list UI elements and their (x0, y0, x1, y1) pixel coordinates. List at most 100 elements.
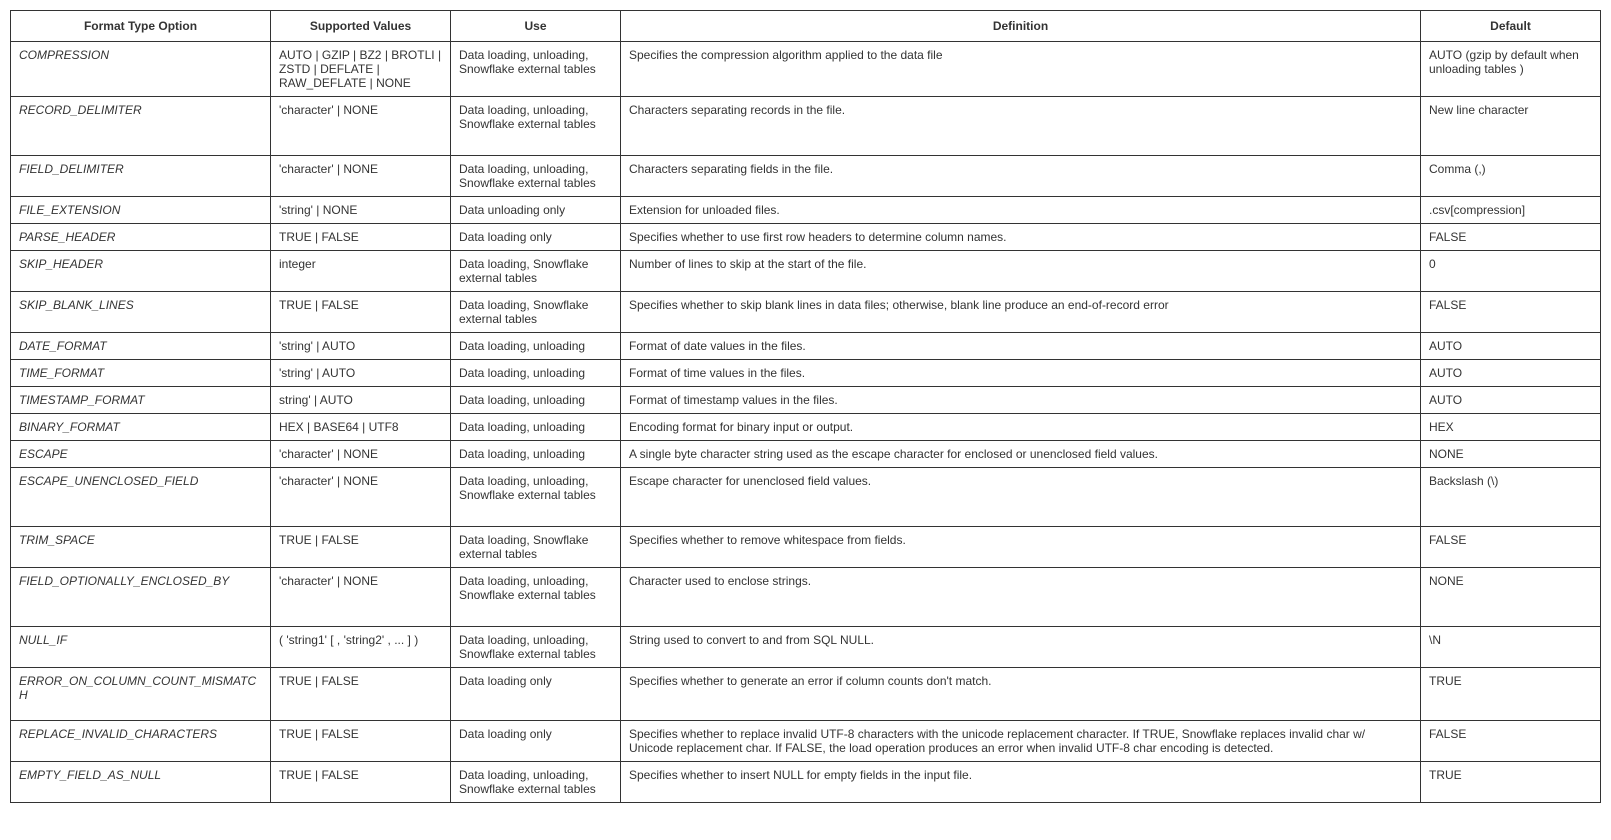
cell-option: FIELD_DELIMITER (11, 156, 271, 197)
cell-definition: Characters separating fields in the file… (621, 156, 1421, 197)
cell-option: EMPTY_FIELD_AS_NULL (11, 762, 271, 803)
cell-option: NULL_IF (11, 627, 271, 668)
cell-use: Data loading, unloading, Snowflake exter… (451, 568, 621, 627)
cell-values: TRUE | FALSE (271, 527, 451, 568)
cell-definition: Escape character for unenclosed field va… (621, 468, 1421, 527)
cell-default: TRUE (1421, 762, 1601, 803)
cell-definition: Specifies whether to insert NULL for emp… (621, 762, 1421, 803)
cell-option: ESCAPE_UNENCLOSED_FIELD (11, 468, 271, 527)
cell-use: Data loading, unloading (451, 387, 621, 414)
cell-default: NONE (1421, 568, 1601, 627)
cell-use: Data loading, unloading, Snowflake exter… (451, 42, 621, 97)
cell-default: HEX (1421, 414, 1601, 441)
cell-default: FALSE (1421, 721, 1601, 762)
cell-definition: Specifies whether to replace invalid UTF… (621, 721, 1421, 762)
cell-use: Data loading, Snowflake external tables (451, 251, 621, 292)
header-format-type-option: Format Type Option (11, 11, 271, 42)
cell-values: TRUE | FALSE (271, 292, 451, 333)
cell-option: TIMESTAMP_FORMAT (11, 387, 271, 414)
cell-definition: Format of time values in the files. (621, 360, 1421, 387)
cell-use: Data loading, unloading, Snowflake exter… (451, 762, 621, 803)
table-row: TRIM_SPACETRUE | FALSEData loading, Snow… (11, 527, 1601, 568)
cell-use: Data loading, Snowflake external tables (451, 292, 621, 333)
cell-values: TRUE | FALSE (271, 762, 451, 803)
cell-definition: Specifies whether to skip blank lines in… (621, 292, 1421, 333)
table-body: COMPRESSIONAUTO | GZIP | BZ2 | BROTLI | … (11, 42, 1601, 803)
cell-use: Data loading, unloading, Snowflake exter… (451, 156, 621, 197)
cell-values: 'character' | NONE (271, 568, 451, 627)
cell-default: New line character (1421, 97, 1601, 156)
cell-default: Backslash (\) (1421, 468, 1601, 527)
cell-definition: Extension for unloaded files. (621, 197, 1421, 224)
cell-default: AUTO (1421, 333, 1601, 360)
cell-use: Data loading, unloading (451, 414, 621, 441)
cell-values: AUTO | GZIP | BZ2 | BROTLI | ZSTD | DEFL… (271, 42, 451, 97)
cell-option: TRIM_SPACE (11, 527, 271, 568)
table-row: ESCAPE'character' | NONEData loading, un… (11, 441, 1601, 468)
table-row: TIMESTAMP_FORMATstring' | AUTOData loadi… (11, 387, 1601, 414)
cell-values: integer (271, 251, 451, 292)
cell-use: Data loading, unloading, Snowflake exter… (451, 97, 621, 156)
table-row: PARSE_HEADERTRUE | FALSEData loading onl… (11, 224, 1601, 251)
cell-values: 'string' | AUTO (271, 333, 451, 360)
cell-option: PARSE_HEADER (11, 224, 271, 251)
cell-values: string' | AUTO (271, 387, 451, 414)
cell-option: BINARY_FORMAT (11, 414, 271, 441)
cell-use: Data loading only (451, 668, 621, 721)
table-row: TIME_FORMAT'string' | AUTOData loading, … (11, 360, 1601, 387)
cell-default: TRUE (1421, 668, 1601, 721)
format-options-table: Format Type Option Supported Values Use … (10, 10, 1601, 803)
cell-definition: Specifies the compression algorithm appl… (621, 42, 1421, 97)
cell-use: Data unloading only (451, 197, 621, 224)
cell-default: AUTO (1421, 360, 1601, 387)
header-use: Use (451, 11, 621, 42)
table-row: RECORD_DELIMITER'character' | NONEData l… (11, 97, 1601, 156)
cell-default: Comma (,) (1421, 156, 1601, 197)
table-row: DATE_FORMAT'string' | AUTOData loading, … (11, 333, 1601, 360)
cell-default: \N (1421, 627, 1601, 668)
cell-definition: Number of lines to skip at the start of … (621, 251, 1421, 292)
cell-default: .csv[compression] (1421, 197, 1601, 224)
table-row: REPLACE_INVALID_CHARACTERSTRUE | FALSEDa… (11, 721, 1601, 762)
cell-definition: Format of date values in the files. (621, 333, 1421, 360)
cell-option: DATE_FORMAT (11, 333, 271, 360)
table-row: FILE_EXTENSION'string' | NONEData unload… (11, 197, 1601, 224)
cell-definition: Format of timestamp values in the files. (621, 387, 1421, 414)
cell-default: NONE (1421, 441, 1601, 468)
cell-use: Data loading, Snowflake external tables (451, 527, 621, 568)
cell-values: TRUE | FALSE (271, 721, 451, 762)
cell-definition: Specifies whether to generate an error i… (621, 668, 1421, 721)
cell-option: RECORD_DELIMITER (11, 97, 271, 156)
cell-use: Data loading, unloading (451, 333, 621, 360)
cell-option: ERROR_ON_COLUMN_COUNT_MISMATCH (11, 668, 271, 721)
cell-values: 'string' | NONE (271, 197, 451, 224)
cell-values: 'character' | NONE (271, 156, 451, 197)
cell-definition: String used to convert to and from SQL N… (621, 627, 1421, 668)
cell-values: 'character' | NONE (271, 441, 451, 468)
cell-use: Data loading, unloading, Snowflake exter… (451, 627, 621, 668)
table-row: FIELD_OPTIONALLY_ENCLOSED_BY'character' … (11, 568, 1601, 627)
table-row: COMPRESSIONAUTO | GZIP | BZ2 | BROTLI | … (11, 42, 1601, 97)
cell-default: FALSE (1421, 292, 1601, 333)
header-definition: Definition (621, 11, 1421, 42)
table-row: SKIP_BLANK_LINESTRUE | FALSEData loading… (11, 292, 1601, 333)
cell-option: SKIP_HEADER (11, 251, 271, 292)
table-row: FIELD_DELIMITER'character' | NONEData lo… (11, 156, 1601, 197)
table-row: ERROR_ON_COLUMN_COUNT_MISMATCHTRUE | FAL… (11, 668, 1601, 721)
cell-use: Data loading only (451, 721, 621, 762)
cell-values: ( 'string1' [ , 'string2' , ... ] ) (271, 627, 451, 668)
cell-values: 'character' | NONE (271, 97, 451, 156)
cell-values: TRUE | FALSE (271, 668, 451, 721)
cell-option: REPLACE_INVALID_CHARACTERS (11, 721, 271, 762)
cell-definition: A single byte character string used as t… (621, 441, 1421, 468)
table-row: EMPTY_FIELD_AS_NULLTRUE | FALSEData load… (11, 762, 1601, 803)
cell-values: HEX | BASE64 | UTF8 (271, 414, 451, 441)
cell-default: FALSE (1421, 224, 1601, 251)
cell-option: FIELD_OPTIONALLY_ENCLOSED_BY (11, 568, 271, 627)
table-row: ESCAPE_UNENCLOSED_FIELD'character' | NON… (11, 468, 1601, 527)
header-supported-values: Supported Values (271, 11, 451, 42)
cell-use: Data loading, unloading (451, 360, 621, 387)
cell-values: TRUE | FALSE (271, 224, 451, 251)
cell-definition: Specifies whether to remove whitespace f… (621, 527, 1421, 568)
cell-option: COMPRESSION (11, 42, 271, 97)
